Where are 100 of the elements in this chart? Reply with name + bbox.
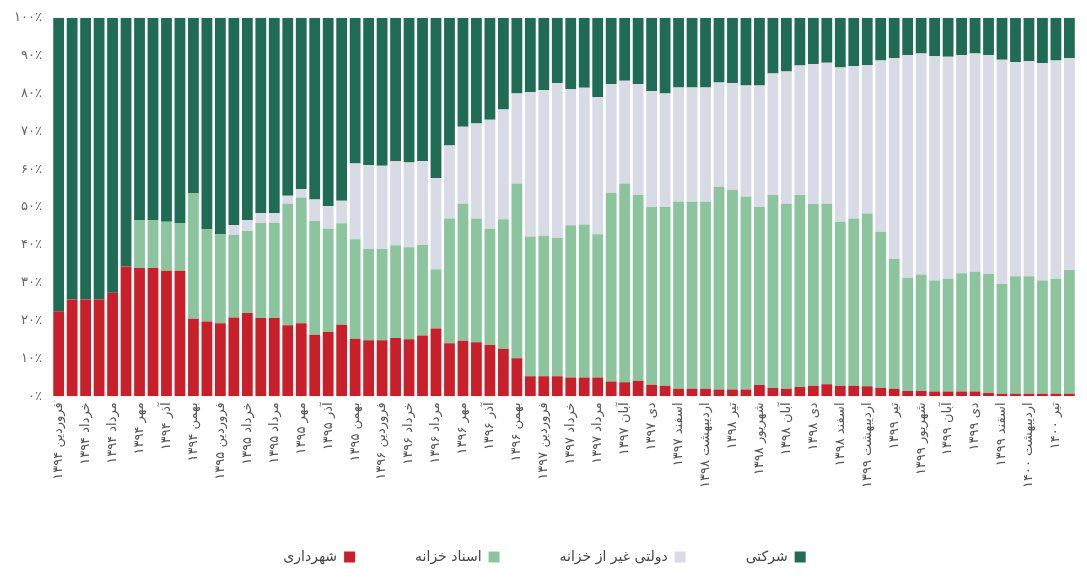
bar <box>565 17 577 89</box>
y-tick-label: ۸۰٪ <box>20 84 42 100</box>
bar <box>646 384 658 397</box>
bar <box>309 199 321 222</box>
y-tick-label: ۹۰٪ <box>20 47 42 63</box>
legend-label: شرکتی <box>745 547 788 565</box>
x-tick-label: شهریور ۱۳۹۸ <box>750 402 767 476</box>
bar <box>875 387 887 397</box>
bar <box>511 183 523 359</box>
bar <box>888 17 900 58</box>
bar <box>592 17 604 97</box>
bar <box>659 207 671 386</box>
bar <box>727 83 738 190</box>
bar <box>511 358 523 397</box>
bar <box>1023 17 1035 62</box>
bar <box>767 17 779 74</box>
bar <box>309 17 321 200</box>
x-tick-label: اسفند ۱۳۹۸ <box>831 402 847 467</box>
bar <box>376 165 388 250</box>
bar <box>336 17 348 201</box>
bar <box>646 207 658 385</box>
legend-label: دولتی غیر از خزانه <box>559 547 668 565</box>
bar <box>983 274 994 393</box>
bar <box>565 377 577 397</box>
bar <box>66 17 78 300</box>
bar <box>538 90 550 236</box>
bar <box>241 313 253 397</box>
bar <box>390 17 401 161</box>
bar <box>686 17 698 88</box>
y-tick-label: ۳۰٪ <box>20 274 42 290</box>
bar <box>255 318 267 397</box>
bar <box>430 17 442 178</box>
bar <box>1064 269 1075 394</box>
bar <box>538 17 550 91</box>
bar <box>201 321 213 397</box>
x-tick-label: مهر ۱۳۹۴ <box>130 402 147 455</box>
bar <box>228 235 240 318</box>
x-tick-label: فروردین ۱۳۹۴ <box>50 402 67 480</box>
bar <box>524 236 536 377</box>
bar <box>807 17 819 64</box>
bar <box>417 244 428 336</box>
bar <box>511 93 523 184</box>
bar <box>1037 280 1048 394</box>
bar <box>471 123 482 219</box>
x-tick-label: شهریور ۱۳۹۹ <box>912 402 929 476</box>
bar <box>497 219 509 349</box>
bar <box>996 17 1008 60</box>
bar <box>282 195 294 204</box>
bar <box>349 338 361 397</box>
bar <box>417 17 428 161</box>
bar <box>322 17 334 207</box>
bar <box>834 67 846 222</box>
bar <box>929 17 941 57</box>
bar <box>349 239 361 339</box>
bar <box>336 324 348 397</box>
bar <box>444 17 455 146</box>
bar <box>592 377 604 397</box>
bar <box>727 389 738 397</box>
bar <box>727 189 738 390</box>
bar <box>834 221 846 386</box>
bar <box>497 17 509 110</box>
bar <box>983 17 994 56</box>
bar <box>295 323 307 397</box>
bar <box>457 340 469 397</box>
bar <box>956 391 967 397</box>
bar <box>794 194 806 387</box>
bar <box>538 235 550 377</box>
bar <box>632 17 644 85</box>
bar <box>578 17 590 88</box>
bar <box>551 17 563 84</box>
bar <box>794 17 806 66</box>
bar <box>969 53 981 272</box>
y-tick-label: ۱۰٪ <box>20 349 42 365</box>
bar <box>929 391 941 397</box>
bar <box>983 55 994 275</box>
bar <box>417 160 428 245</box>
x-tick-label: خرداد ۱۳۹۶ <box>400 402 417 465</box>
bar <box>349 17 361 164</box>
bar <box>551 237 563 377</box>
bar <box>255 17 267 214</box>
bar <box>888 57 900 259</box>
bar <box>781 71 792 204</box>
bar <box>592 96 604 235</box>
bar <box>875 17 887 61</box>
bar <box>255 222 267 318</box>
bar <box>942 278 954 392</box>
bar <box>632 84 644 195</box>
bar <box>214 234 226 324</box>
bar <box>781 388 792 397</box>
bar <box>147 17 159 220</box>
bar <box>390 160 401 246</box>
bar <box>700 17 711 88</box>
bar <box>834 17 846 68</box>
y-tick-label: ۴۰٪ <box>20 236 42 252</box>
bar <box>578 87 590 225</box>
bar <box>457 17 469 127</box>
x-tick-label: مرداد ۱۳۹۶ <box>427 402 444 464</box>
bar <box>659 93 671 208</box>
bar <box>403 17 415 163</box>
bar <box>1050 17 1062 61</box>
